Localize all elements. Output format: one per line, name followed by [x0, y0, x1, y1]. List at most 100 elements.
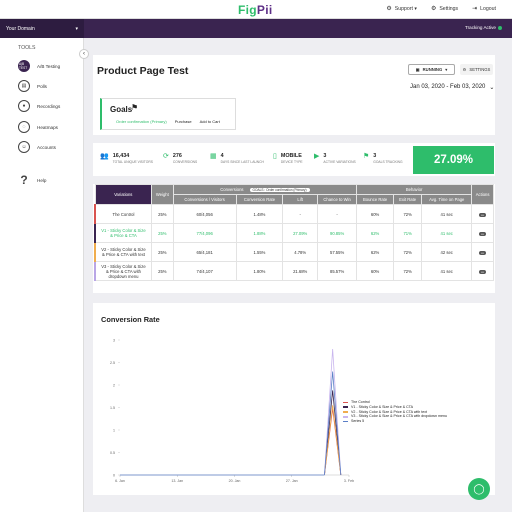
more-actions-button[interactable]: •••	[479, 231, 487, 236]
table-row: V2 - Sticky Color & Size & Price & CTA w…	[93, 242, 494, 262]
chance-to-win-cell: -	[317, 204, 358, 224]
recordings-icon: ●	[18, 100, 30, 112]
variation-name[interactable]: V1 - Sticky Color & Size & Price & CTA	[93, 223, 152, 243]
y-tick-label: 1	[113, 429, 115, 433]
x-tick-label: 20. Jan	[229, 479, 241, 483]
x-tick-label: 3. Feb	[344, 479, 354, 483]
header-chance-to-win[interactable]: Chance to Win	[317, 194, 358, 205]
sidebar-item-accounts[interactable]: ☺ Accounts	[18, 141, 56, 153]
chevron-down-icon: ▾	[445, 67, 448, 72]
header-weight[interactable]: Weight	[150, 184, 174, 205]
mobile-icon: ▯	[273, 153, 277, 160]
header-actions: Actions	[471, 184, 494, 205]
logout-icon: ⇥	[472, 6, 478, 12]
variation-name[interactable]: V2 - Sticky Color & Size & Price & CTA w…	[93, 242, 152, 262]
y-tick-label: 0	[113, 474, 115, 478]
actions-cell: •••	[471, 204, 494, 224]
legend-item[interactable]: The Control	[343, 400, 447, 405]
legend-label: The Control	[351, 400, 370, 404]
top-nav: ⚙ Support ▾ ⚙ Settings ⇥ Logout	[386, 5, 496, 13]
running-status-button[interactable]: ▣ RUNNING ▾	[408, 64, 455, 75]
header-variations[interactable]: Variations	[94, 184, 152, 205]
legend-item[interactable]: Series 5	[343, 419, 447, 424]
tools-label: TOOLS	[18, 45, 36, 51]
chevron-down-icon: ⌄	[489, 85, 495, 91]
chat-button[interactable]: ◯	[468, 478, 490, 500]
y-tick-label: 2.5	[110, 361, 115, 365]
chart-title: Conversion Rate	[101, 315, 160, 324]
weight-cell: 25%	[150, 261, 174, 281]
stat-active-variations: ▶ 3 ACTIVE VARIATIONS	[314, 153, 356, 164]
header-exit-rate[interactable]: Exit Rate	[393, 194, 423, 205]
lift-cell: 21.68%	[282, 261, 319, 281]
header-conversions-group: Conversions GOALS : Order confirmation (P…	[172, 184, 358, 195]
header-lift[interactable]: Lift	[282, 194, 319, 205]
actions-cell: •••	[471, 223, 494, 243]
legend-item[interactable]: V3 - Sticky Color & Size & Price & CTA w…	[343, 414, 447, 419]
header-conversion-rate[interactable]: Conversion Rate	[235, 194, 284, 205]
variations-table-panel: Variations Weight Conversions GOALS : Ord…	[93, 184, 495, 293]
sidebar	[0, 38, 84, 512]
weight-cell: 25%	[150, 223, 174, 243]
goal-item[interactable]: Add to Cart	[199, 119, 220, 124]
header-avg-time[interactable]: Avg. Time on Page	[421, 194, 473, 205]
variation-name[interactable]: V3 - Sticky Color & Size & Price & CTA w…	[93, 261, 152, 281]
legend-item[interactable]: V2 - Sticky Color & Size & Price & CTA w…	[343, 410, 447, 415]
sidebar-item-heatmaps[interactable]: ◌ Heatmaps	[18, 121, 58, 133]
x-tick-label: 27. Jan	[286, 479, 298, 483]
stat-days-since-launch: ▦ 4 DAYS SINCE LAST LAUNCH	[210, 153, 264, 164]
pause-icon: ▣	[415, 67, 420, 72]
legend-label: V3 - Sticky Color & Size & Price & CTA w…	[351, 414, 448, 419]
goal-selector[interactable]: GOALS : Order confirmation (Primary)	[249, 188, 310, 192]
bounce-rate-cell: 62%	[356, 242, 395, 262]
bounce-rate-cell: 60%	[356, 204, 395, 224]
collapse-sidebar-button[interactable]: ‹	[79, 49, 89, 59]
actions-cell: •••	[471, 242, 494, 262]
bounce-rate-cell: 60%	[356, 261, 395, 281]
goal-item[interactable]: Order confirmation (Primary)	[116, 119, 167, 124]
legend-item[interactable]: V1 - Sticky Color & Size & Price & CTA	[343, 405, 447, 410]
sidebar-item-ab-testing[interactable]: A|B TEST A/B Testing	[18, 60, 61, 72]
date-range-picker[interactable]: Jan 03, 2020 - Feb 03, 2020 ⌄	[410, 84, 495, 91]
domain-selector[interactable]: Your Domain ▾	[0, 19, 84, 38]
calendar-icon: ▦	[210, 153, 217, 160]
settings-link[interactable]: ⚙ Settings	[430, 5, 459, 13]
lift-cell: 4.78%	[282, 242, 319, 262]
stat-visitors: 👥 16,434 TOTAL UNIQUE VISITORS	[100, 153, 153, 164]
conversion-rate-highlight: 27.09%	[413, 146, 494, 174]
variation-name[interactable]: The Control	[93, 204, 152, 224]
legend-label: V1 - Sticky Color & Size & Price & CTA	[351, 404, 414, 409]
sidebar-item-recordings[interactable]: ● Recordings	[18, 100, 60, 112]
heatmaps-icon: ◌	[18, 121, 30, 133]
sidebar-item-help[interactable]: ? Help	[18, 173, 46, 187]
stat-goals-tracking: ⚑ 3 GOALS TRACKING	[363, 153, 403, 164]
logout-link[interactable]: ⇥ Logout	[472, 5, 496, 13]
avg-time-cell: 42 sec	[421, 242, 473, 262]
avg-time-cell: 41 sec	[421, 223, 473, 243]
figpii-logo[interactable]: FigPii	[238, 3, 273, 17]
more-actions-button[interactable]: •••	[479, 212, 487, 217]
conversion-rate-cell: 1.48%	[235, 204, 284, 224]
conversions-cell: 60/4,056	[172, 204, 237, 224]
more-actions-button[interactable]: •••	[479, 250, 487, 255]
more-actions-button[interactable]: •••	[479, 269, 487, 274]
test-settings-button[interactable]: ⚙ SETTINGS	[460, 64, 493, 75]
conversion-rate-cell: 1.55%	[235, 242, 284, 262]
table-row: The Control 25% 60/4,056 1.48% - -60% 72% 41 se…	[93, 204, 494, 224]
series-line	[324, 405, 342, 476]
header-behavior-group: Behavior	[356, 184, 473, 195]
gear-icon: ⚙	[462, 67, 467, 72]
sidebar-item-polls[interactable]: ▤ Polls	[18, 80, 47, 92]
goals-title: Goals	[110, 105, 133, 114]
goal-item[interactable]: Purchase	[174, 119, 192, 124]
goals-list: Order confirmation (Primary) Purchase Ad…	[116, 119, 220, 124]
header-conversions-visitors[interactable]: Conversions / Visitors	[172, 194, 237, 205]
lift-cell: -	[282, 204, 319, 224]
exit-rate-cell: 72%	[393, 242, 423, 262]
series-line	[324, 371, 342, 476]
y-tick-label: 2	[113, 384, 115, 388]
help-icon: ?	[20, 173, 28, 187]
support-menu[interactable]: ⚙ Support ▾	[386, 5, 417, 13]
status-dot-icon	[498, 25, 502, 30]
header-bounce-rate[interactable]: Bounce Rate	[356, 194, 395, 205]
